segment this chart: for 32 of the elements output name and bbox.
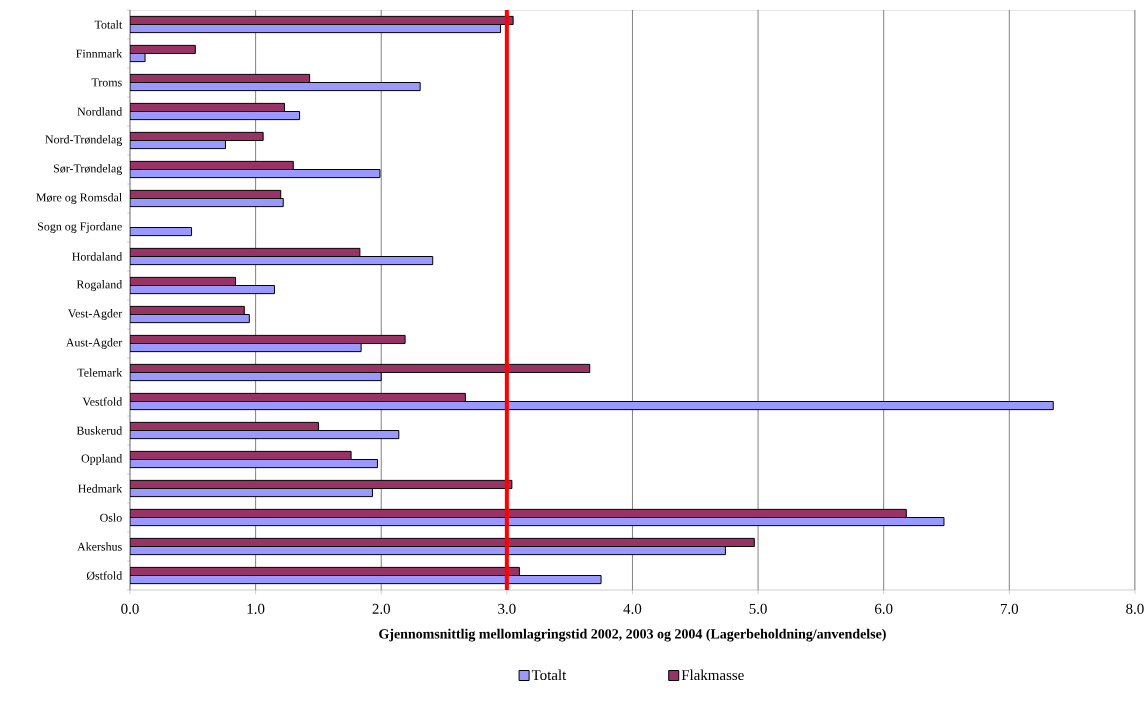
- x-tick-label: 5.0: [749, 603, 767, 614]
- x-tick-label: 3.0: [498, 603, 516, 614]
- y-tick-label: Vestfold: [82, 397, 123, 406]
- y-tick-label: Vest-Agder: [67, 309, 123, 320]
- y-tick-label: Telemark: [77, 368, 123, 377]
- y-tick-label: Oppland: [81, 454, 123, 465]
- legend-label: Totalt: [531, 669, 567, 681]
- y-tick-label: Totalt: [94, 20, 123, 29]
- x-tick-label: 7.0: [1000, 603, 1019, 614]
- y-tick-label: Rogaland: [76, 280, 123, 291]
- x-tick-label: 0.0: [121, 603, 139, 614]
- y-tick-label: Nordland: [77, 107, 123, 116]
- y-tick-label: Akershus: [77, 542, 122, 551]
- y-tick-label: Aust-Agder: [65, 338, 123, 349]
- y-tick-label: Finnmark: [76, 49, 123, 58]
- y-tick-label: Sør-Trøndelag: [53, 164, 123, 175]
- y-tick-label: Hordaland: [72, 252, 123, 261]
- y-tick-label: Nord-Trøndelag: [45, 135, 123, 146]
- y-tick-label: Hedmark: [78, 484, 123, 493]
- y-tick-label: Troms: [91, 78, 122, 87]
- y-tick-label: Østfold: [86, 571, 123, 580]
- y-tick-label: Sogn og Fjordane: [38, 222, 122, 233]
- x-tick-label: 4.0: [623, 603, 642, 614]
- x-tick-label: 8.0: [1126, 603, 1144, 614]
- x-tick-label: 2.0: [372, 603, 390, 614]
- y-tick-label: Møre og Romsdal: [36, 193, 122, 204]
- y-tick-label: Buskerud: [76, 426, 123, 435]
- y-tick-label: Oslo: [100, 513, 122, 522]
- legend-label: Flakmasse: [681, 669, 744, 681]
- x-tick-label: 6.0: [874, 603, 893, 614]
- x-tick-label: 1.0: [247, 603, 265, 614]
- x-axis-title: Gjennomsnittlig mellomlagringstid 2002, 2003 og 2004 (Lagerbeholdning/anvendelse): [379, 628, 886, 642]
